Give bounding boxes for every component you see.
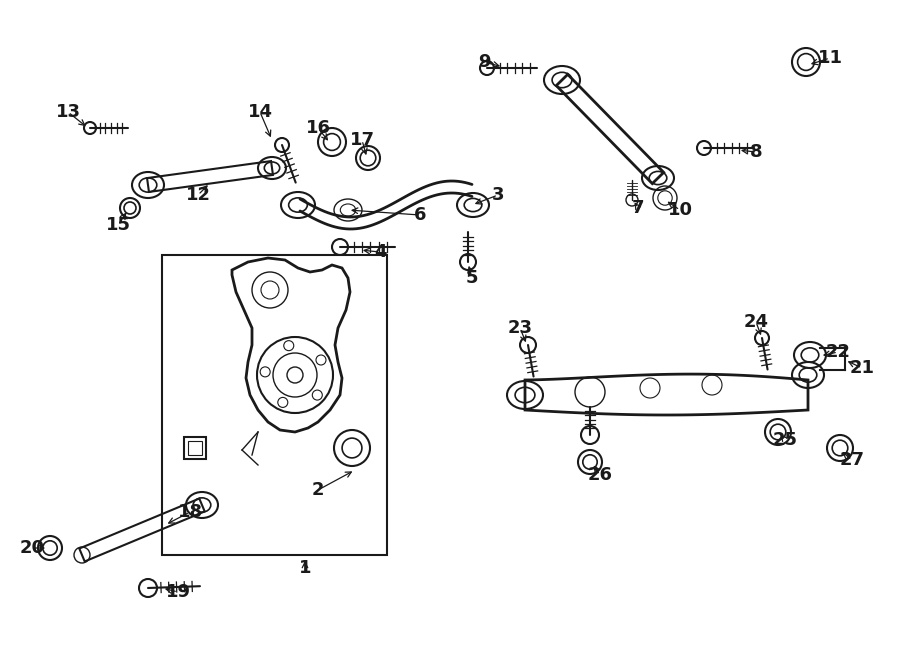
Bar: [162, 255, 387, 555]
Text: 17: 17: [349, 131, 374, 149]
Text: 20: 20: [20, 539, 44, 557]
Bar: [188, 441, 202, 455]
Text: 24: 24: [743, 313, 769, 331]
Text: 21: 21: [850, 359, 875, 377]
Text: 2: 2: [311, 481, 324, 499]
Text: 12: 12: [185, 186, 211, 204]
Text: 19: 19: [166, 583, 191, 601]
Text: 16: 16: [305, 119, 330, 137]
Text: 23: 23: [508, 319, 533, 337]
Text: 18: 18: [177, 503, 202, 521]
Text: 1: 1: [299, 559, 311, 577]
Text: 22: 22: [825, 343, 850, 361]
Text: 11: 11: [817, 49, 842, 67]
Text: 25: 25: [772, 431, 797, 449]
Text: 14: 14: [248, 103, 273, 121]
Text: 6: 6: [414, 206, 427, 224]
Text: 13: 13: [56, 103, 80, 121]
Text: 8: 8: [750, 143, 762, 161]
Text: 27: 27: [840, 451, 865, 469]
Text: 10: 10: [668, 201, 692, 219]
Text: 7: 7: [632, 199, 644, 217]
Bar: [184, 437, 206, 459]
Text: 9: 9: [478, 53, 491, 71]
Text: 5: 5: [466, 269, 478, 287]
Text: 3: 3: [491, 186, 504, 204]
Text: 26: 26: [588, 466, 613, 484]
Text: 15: 15: [105, 216, 130, 234]
Text: 4: 4: [374, 243, 386, 261]
